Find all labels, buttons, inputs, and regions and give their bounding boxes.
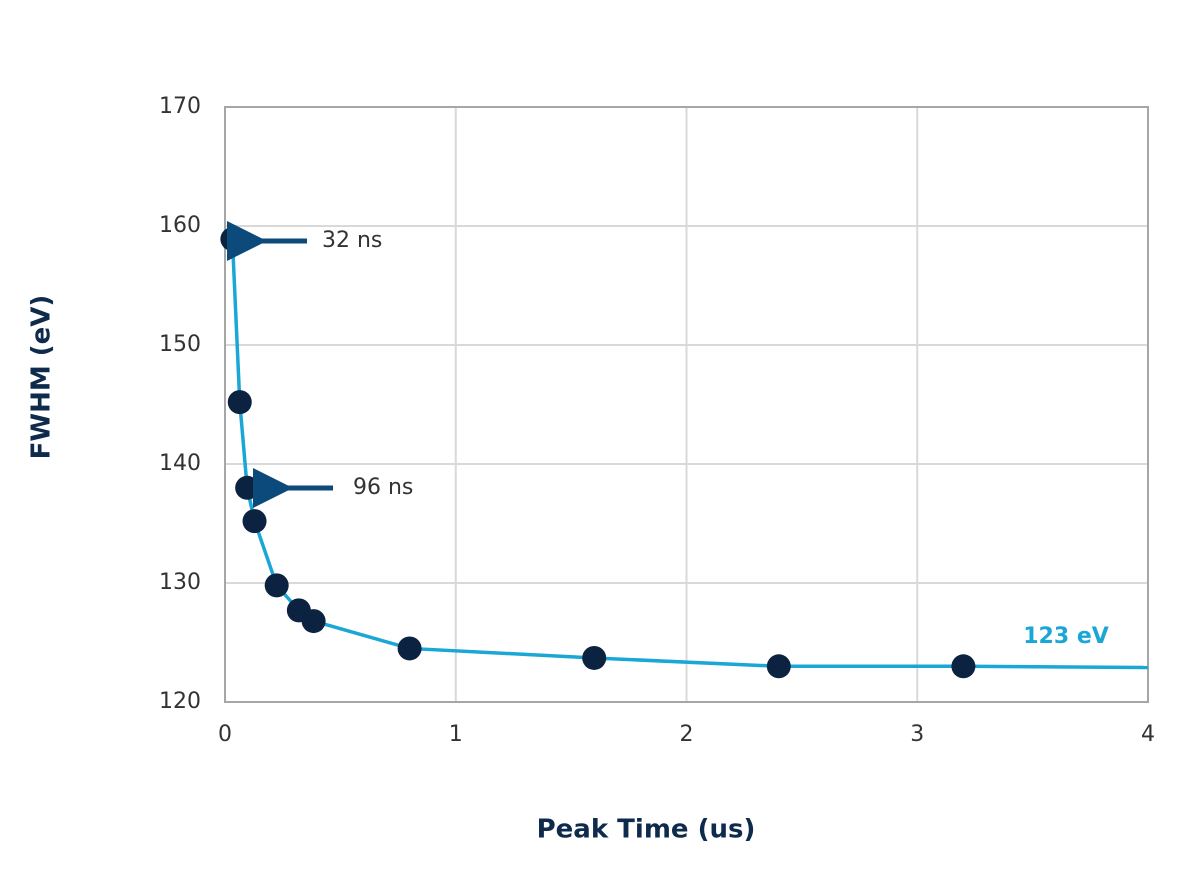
data-point bbox=[242, 509, 267, 534]
y-tick-label: 120 bbox=[159, 689, 201, 714]
line bbox=[963, 664, 1149, 670]
data-point bbox=[235, 475, 260, 500]
x-tick-label: 4 bbox=[1141, 722, 1155, 747]
annotation: 32 ns bbox=[322, 228, 382, 253]
y-tick-label: 150 bbox=[159, 332, 201, 357]
y-axis-title: FWHM (eV) bbox=[27, 295, 57, 460]
data-point bbox=[397, 636, 422, 661]
y-tick-label: 140 bbox=[159, 451, 201, 476]
x-axis-title: Peak Time (us) bbox=[537, 815, 756, 845]
data-point bbox=[766, 654, 791, 679]
data-point bbox=[264, 573, 289, 598]
y-tick-label: 170 bbox=[159, 94, 201, 119]
x-tick-label: 0 bbox=[218, 722, 232, 747]
data-point bbox=[582, 645, 607, 670]
x-tick-label: 2 bbox=[680, 722, 694, 747]
annotation: 123 eV bbox=[1023, 624, 1109, 649]
data-point bbox=[951, 654, 976, 679]
y-tick-label: 130 bbox=[159, 570, 201, 595]
x-tick-label: 3 bbox=[910, 722, 924, 747]
annotation: 96 ns bbox=[353, 475, 413, 500]
data-point bbox=[301, 609, 326, 634]
plot-area: 120 130 140 150 160 170 0 1 2 3 4 bbox=[159, 94, 1155, 747]
plot-border bbox=[224, 106, 1149, 703]
data-point bbox=[227, 390, 252, 415]
line bbox=[230, 239, 964, 669]
data-point bbox=[220, 227, 245, 252]
y-tick-label: 160 bbox=[159, 213, 201, 238]
x-tick-label: 1 bbox=[449, 722, 463, 747]
